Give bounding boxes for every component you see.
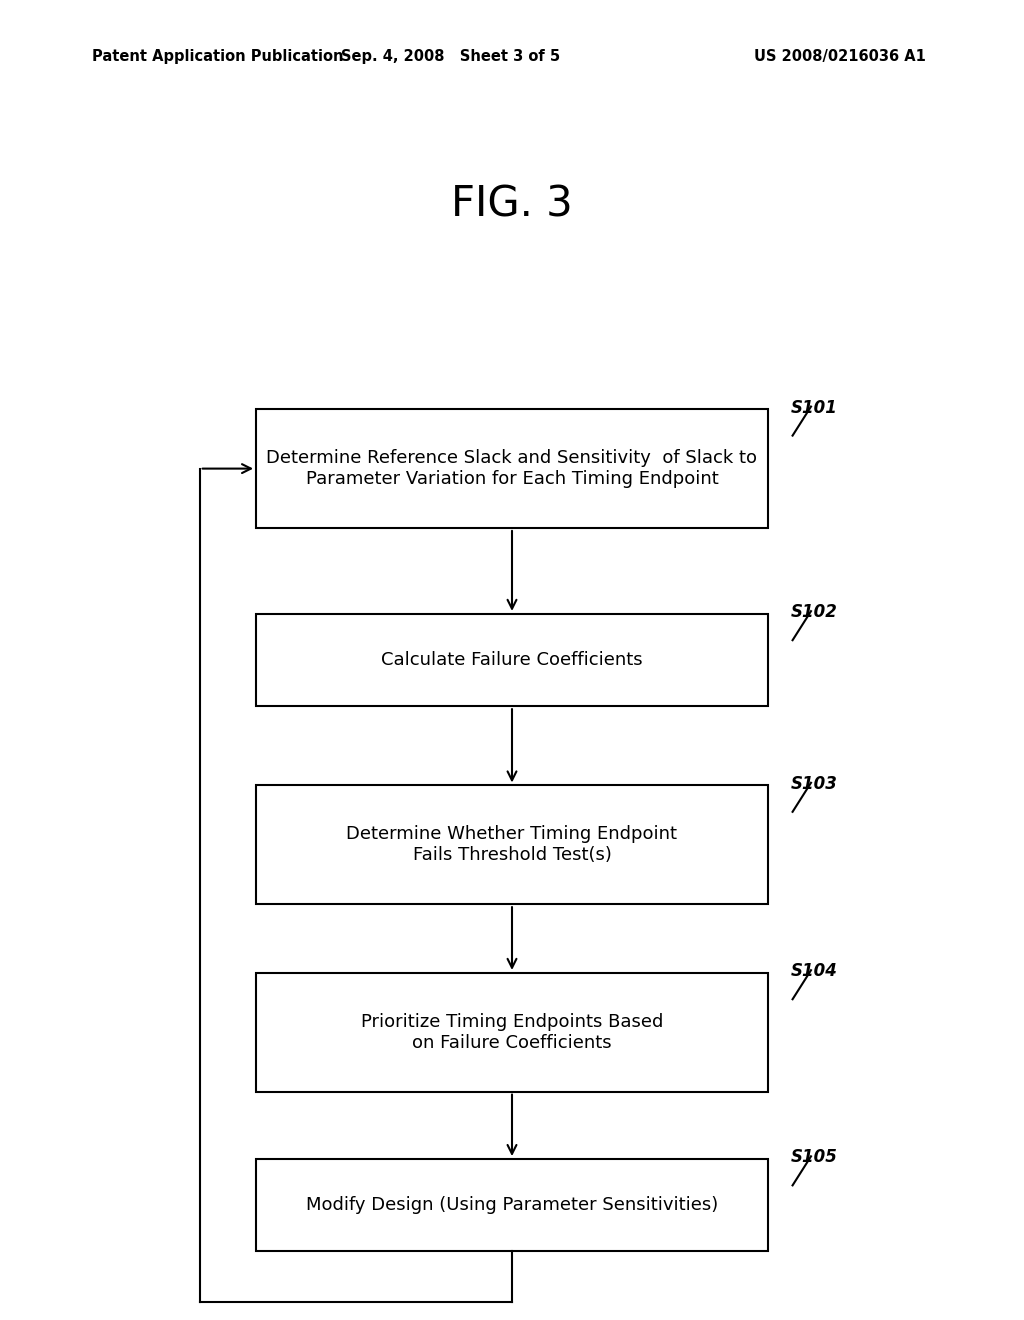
Text: Determine Reference Slack and Sensitivity  of Slack to
Parameter Variation for E: Determine Reference Slack and Sensitivit… — [266, 449, 758, 488]
FancyBboxPatch shape — [256, 614, 768, 706]
Text: S103: S103 — [791, 775, 838, 793]
Text: Calculate Failure Coefficients: Calculate Failure Coefficients — [381, 651, 643, 669]
Text: S101: S101 — [791, 399, 838, 417]
Text: Determine Whether Timing Endpoint
Fails Threshold Test(s): Determine Whether Timing Endpoint Fails … — [346, 825, 678, 865]
FancyBboxPatch shape — [256, 409, 768, 528]
FancyBboxPatch shape — [256, 973, 768, 1092]
Text: Sep. 4, 2008   Sheet 3 of 5: Sep. 4, 2008 Sheet 3 of 5 — [341, 49, 560, 65]
FancyBboxPatch shape — [256, 785, 768, 904]
Text: S105: S105 — [791, 1148, 838, 1167]
Text: Patent Application Publication: Patent Application Publication — [92, 49, 344, 65]
Text: FIG. 3: FIG. 3 — [452, 183, 572, 226]
Text: Modify Design (Using Parameter Sensitivities): Modify Design (Using Parameter Sensitivi… — [306, 1196, 718, 1214]
FancyBboxPatch shape — [256, 1159, 768, 1251]
Text: S104: S104 — [791, 962, 838, 981]
Text: Prioritize Timing Endpoints Based
on Failure Coefficients: Prioritize Timing Endpoints Based on Fai… — [360, 1012, 664, 1052]
Text: US 2008/0216036 A1: US 2008/0216036 A1 — [754, 49, 926, 65]
Text: S102: S102 — [791, 603, 838, 622]
